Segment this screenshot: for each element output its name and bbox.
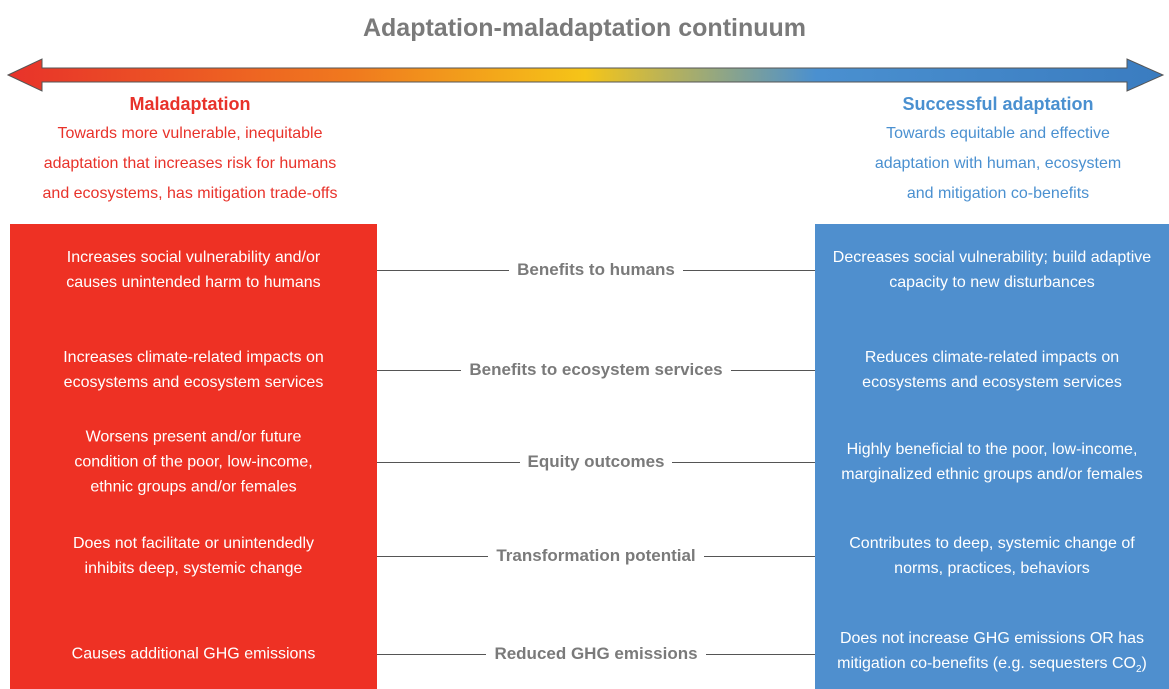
right-cell: Reduces climate-related impacts on ecosys… [815, 345, 1169, 395]
cell-line: condition of the poor, low-income, [74, 453, 313, 471]
adaptation-header: Successful adaptation Towards equitable a… [808, 89, 1169, 209]
criterion-label: Reduced GHG emissions [494, 644, 698, 663]
cell-line: capacity to new disturbances [889, 274, 1095, 291]
right-cell: Highly beneficial to the poor, low-incom… [815, 437, 1169, 487]
cell-line: ecosystems and ecosystem services [63, 374, 324, 391]
right-cell: Does not increase GHG emissions OR has mi… [815, 626, 1169, 682]
line [730, 369, 815, 371]
description-line: Towards more vulnerable, inequitable [57, 125, 323, 142]
right-cell: Decreases social vulnerability; build ad… [815, 245, 1169, 295]
line [377, 269, 510, 271]
row-connector: Benefits to humans [377, 260, 815, 280]
left-cell: Causes additional GHG emissions [10, 642, 377, 667]
criterion-label: Equity outcomes [527, 452, 665, 471]
row-connector: Benefits to ecosystem services [377, 360, 815, 380]
cell-line: Highly beneficial to the poor, low-incom… [846, 441, 1138, 458]
cell-line: norms, practices, behaviors [894, 560, 1090, 577]
cell-line: ethnic groups and/or females [90, 478, 297, 496]
line [703, 555, 816, 557]
description-line: adaptation that increases risk for human… [43, 155, 337, 172]
cell-line: Reduces climate-related impacts on [864, 349, 1120, 366]
cell-line: Causes additional GHG emissions [71, 645, 316, 663]
left-cell: Does not facilitate or unintendedly inhib… [10, 531, 377, 581]
left-cell: Increases climate-related impacts on ecos… [10, 345, 377, 395]
line [377, 555, 489, 557]
suffix: ) [1141, 654, 1147, 672]
criterion-label: Benefits to humans [517, 260, 675, 279]
subscript: 2 [1135, 664, 1142, 676]
cell-line: marginalized ethnic groups and/or female… [841, 466, 1143, 483]
line [377, 461, 520, 463]
maladaptation-box: Increases social vulnerability and/or cau… [10, 224, 377, 689]
row-connector: Transformation potential [377, 546, 816, 566]
row-connector: Reduced GHG emissions [377, 644, 815, 664]
line [682, 269, 815, 271]
cell-line: Worsens present and/or future [85, 428, 302, 446]
cell-line: Does not increase GHG emissions OR has [839, 629, 1145, 647]
row-connector: Equity outcomes [377, 452, 815, 472]
cell-line: Contributes to deep, systemic change of [849, 535, 1135, 552]
line [377, 369, 462, 371]
left-cell: Worsens present and/or future condition o… [10, 425, 377, 500]
description-line: adaptation with human, ecosystem [874, 155, 1122, 172]
description-line: and mitigation co-benefits [906, 185, 1090, 202]
adaptation-box: Decreases social vulnerability; build ad… [815, 224, 1169, 689]
cell-line: Does not facilitate or unintendedly [72, 535, 315, 552]
heading: Successful adaptation [902, 94, 1094, 114]
description-line: and ecosystems, has mitigation trade-off… [42, 185, 338, 202]
left-cell: Increases social vulnerability and/or cau… [10, 245, 377, 295]
cell-line: inhibits deep, systemic change [84, 560, 303, 577]
cell-line: causes unintended harm to humans [66, 274, 321, 291]
description-line: Towards equitable and effective [886, 125, 1110, 142]
right-cell: Contributes to deep, systemic change of n… [815, 531, 1169, 581]
cell-line: Increases social vulnerability and/or [66, 249, 321, 266]
continuum-arrow [6, 58, 1165, 92]
title: Adaptation-maladaptation continuum [362, 14, 807, 42]
line [705, 653, 815, 655]
cell-line: Decreases social vulnerability; build ad… [832, 249, 1152, 266]
cell-line: mitigation co-benefits (e.g. sequesters … [837, 654, 1147, 676]
criterion-label: Benefits to ecosystem services [469, 360, 723, 379]
maladaptation-header: Maladaptation Towards more vulnerable, in… [0, 89, 380, 209]
heading: Maladaptation [129, 94, 251, 114]
line [672, 461, 815, 463]
cell-line: ecosystems and ecosystem services [862, 374, 1122, 391]
cell-line: Increases climate-related impacts on [63, 349, 324, 366]
line [377, 653, 487, 655]
criterion-label: Transformation potential [496, 546, 696, 565]
